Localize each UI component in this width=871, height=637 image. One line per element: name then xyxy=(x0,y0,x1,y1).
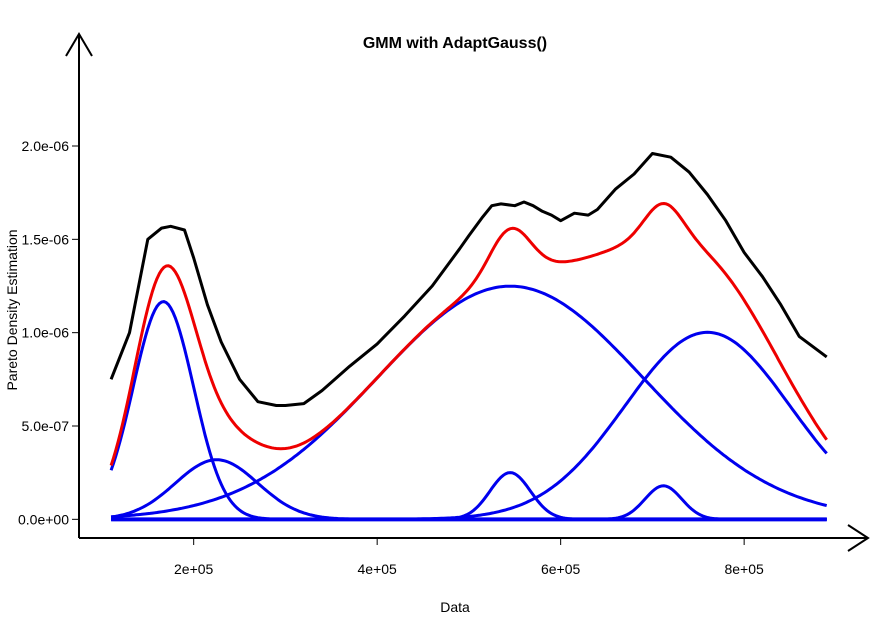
mixture-pdf-line xyxy=(109,202,828,466)
y-tick-label: 0.0e+00 xyxy=(18,511,69,527)
x-tick-label: 6e+05 xyxy=(541,561,581,577)
y-tick-label: 1.5e-06 xyxy=(22,231,70,247)
y-tick-label: 1.0e-06 xyxy=(22,325,70,341)
y-tick-label: 5.0e-07 xyxy=(22,418,70,434)
component-curve xyxy=(110,458,827,521)
component-curve xyxy=(111,284,828,519)
component-curves xyxy=(109,284,828,522)
chart-title: GMM with AdaptGauss() xyxy=(363,35,547,52)
x-tick-label: 2e+05 xyxy=(174,561,214,577)
x-tick-label: 4e+05 xyxy=(358,561,398,577)
y-ticks: 0.0e+00 5.0e-07 1.0e-06 1.5e-06 2.0e-06 xyxy=(18,138,79,527)
axes xyxy=(65,32,870,552)
x-axis-arrow xyxy=(847,524,870,552)
y-axis-title: Pareto Density Estimation xyxy=(4,229,20,390)
x-tick-label: 8e+05 xyxy=(724,561,764,577)
empirical-pdf-line xyxy=(109,152,828,407)
x-ticks: 2e+05 4e+05 6e+05 8e+05 xyxy=(174,538,764,577)
y-axis-arrow xyxy=(65,32,93,57)
x-axis-title: Data xyxy=(440,599,470,615)
y-tick-label: 2.0e-06 xyxy=(22,138,70,154)
component-curve xyxy=(111,330,828,521)
